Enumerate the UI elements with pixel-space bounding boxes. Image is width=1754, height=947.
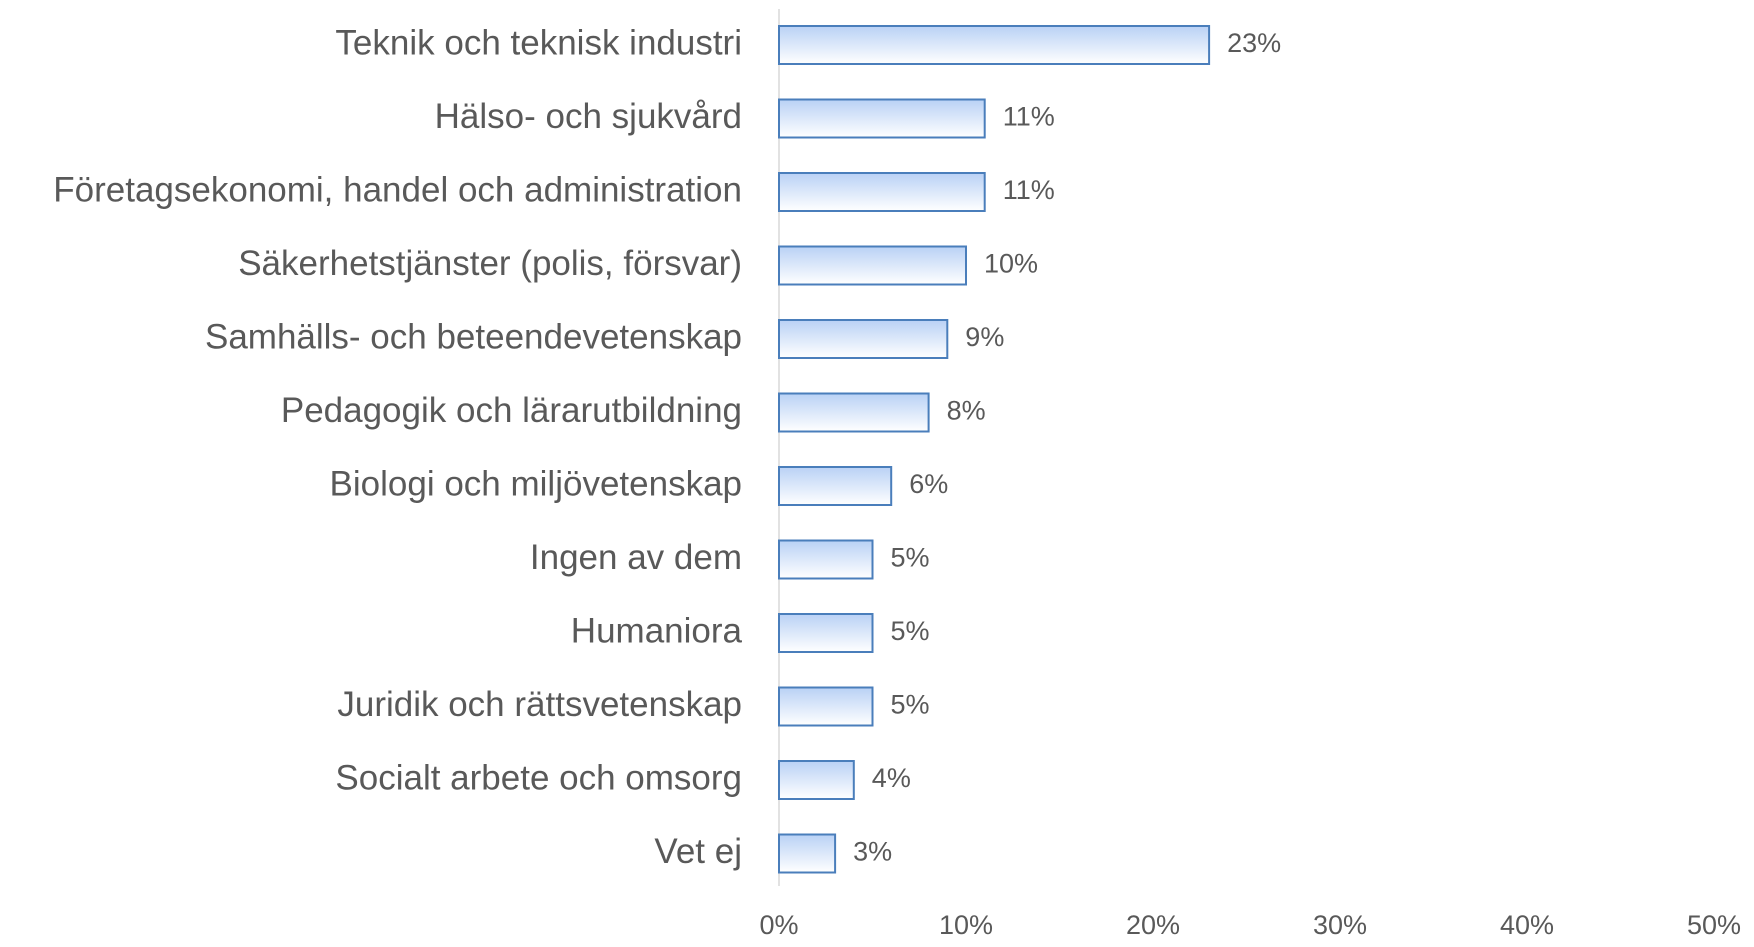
category-label: Samhälls- och beteendevetenskap [205, 317, 742, 356]
bar [778, 319, 949, 359]
data-label: 5% [891, 690, 930, 720]
x-tick-label: 0% [759, 910, 798, 940]
category-label: Socialt arbete och omsorg [335, 758, 742, 797]
category-label: Ingen av dem [530, 538, 742, 577]
bar [778, 833, 837, 874]
data-label: 5% [891, 543, 930, 573]
x-tick-label: 50% [1687, 910, 1741, 940]
bar [778, 613, 874, 653]
category-label: Teknik och teknisk industri [335, 23, 742, 62]
category-label: Hälso- och sjukvård [435, 97, 742, 136]
x-tick-label: 10% [939, 910, 993, 940]
data-label: 23% [1227, 28, 1281, 58]
bar [778, 245, 967, 286]
data-label: 6% [909, 469, 948, 499]
bar [778, 98, 986, 139]
data-label: 8% [947, 396, 986, 426]
bar [778, 172, 986, 212]
data-label: 4% [872, 763, 911, 793]
data-label: 10% [984, 249, 1038, 279]
category-label: Biologi och miljövetenskap [330, 464, 742, 503]
category-label: Humaniora [571, 611, 743, 650]
category-label: Juridik och rättsvetenskap [337, 685, 742, 724]
data-label: 5% [891, 616, 930, 646]
category-label: Vet ej [654, 832, 742, 871]
bar [778, 686, 874, 727]
bar [778, 466, 893, 506]
bar [778, 392, 930, 433]
category-label: Säkerhetstjänster (polis, försvar) [238, 244, 742, 283]
bar [778, 25, 1211, 65]
category-label: Företagsekonomi, handel och administrati… [53, 170, 742, 209]
data-label: 3% [853, 837, 892, 867]
bar [778, 760, 855, 800]
x-tick-label: 40% [1500, 910, 1554, 940]
x-tick-label: 20% [1126, 910, 1180, 940]
data-label: 9% [965, 322, 1004, 352]
data-label: 11% [1003, 175, 1055, 205]
bar [778, 539, 874, 580]
data-label: 11% [1003, 102, 1055, 132]
category-label: Pedagogik och lärarutbildning [281, 391, 742, 430]
x-tick-label: 30% [1313, 910, 1367, 940]
